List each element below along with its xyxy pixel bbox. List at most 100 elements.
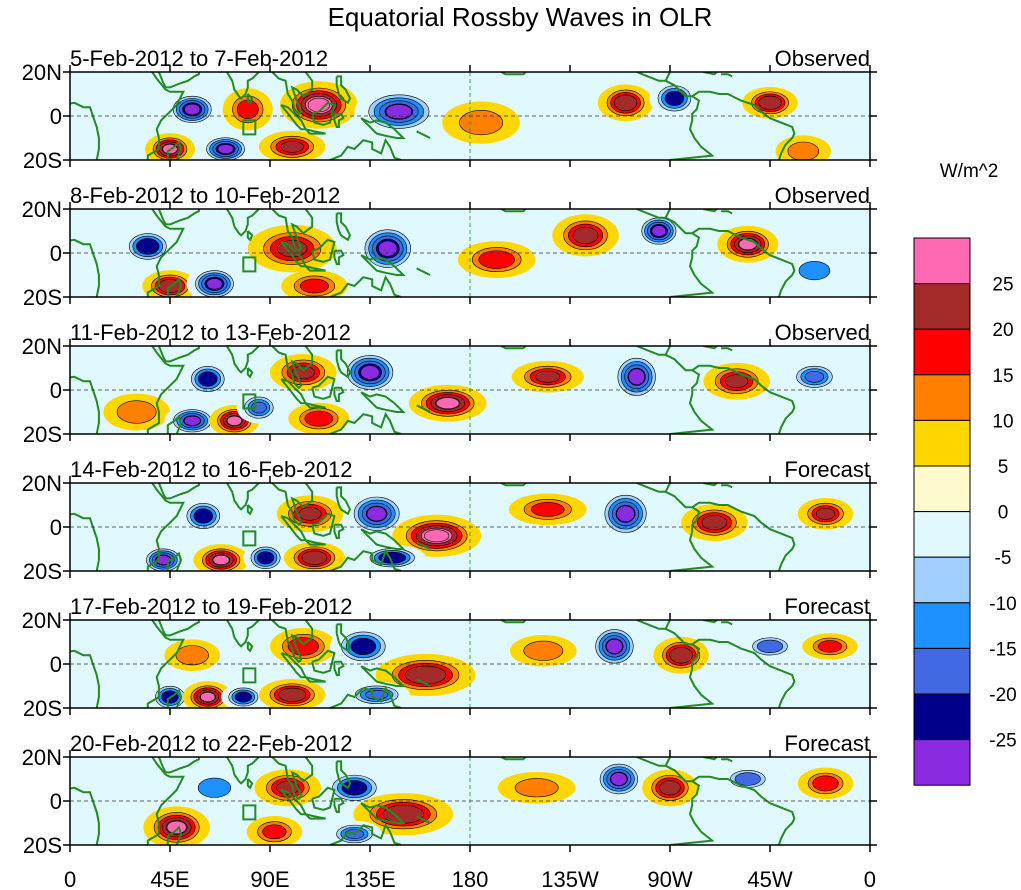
coastline: [246, 93, 254, 105]
colorbar-box: [913, 237, 971, 285]
olr-anomaly-11: [742, 86, 798, 119]
y-tick-label: 20N: [22, 608, 62, 633]
coastline: [500, 620, 527, 624]
coastline: [218, 72, 260, 100]
colorbar: W/m^2 25 20 15 10 5 0 -5 -10 -15 -20 -25: [913, 161, 1017, 786]
coastline: [271, 72, 314, 116]
olr-anomaly-11: [720, 765, 776, 793]
coastline: [669, 780, 715, 845]
colorbar-box: [913, 602, 971, 649]
coastline: [304, 813, 326, 820]
coastline: [246, 230, 254, 242]
olr-anomaly-12: [797, 767, 854, 800]
contour-level: [184, 103, 201, 116]
panel-6: 20N 0 20S 20-Feb-2012 to 22-Feb-2012 Forecas…: [22, 731, 877, 858]
coastline: [271, 620, 314, 664]
coastline: [146, 72, 185, 160]
contour-level: [301, 550, 328, 565]
coastline: [304, 402, 326, 409]
coastline: [333, 660, 345, 676]
coastline: [669, 369, 715, 434]
coastline: [721, 621, 733, 626]
colorbar-box: [913, 693, 971, 741]
x-tick-label: 135E: [344, 867, 395, 890]
coastline: [304, 128, 326, 135]
y-tick-label: 0: [50, 652, 62, 677]
contour-level: [804, 370, 825, 383]
contour-level: [725, 374, 749, 388]
coastline: [166, 825, 183, 845]
y-tick-label: 20S: [23, 559, 62, 584]
contour-level: [606, 638, 623, 654]
coastline: [500, 483, 527, 487]
contour-level: [360, 365, 380, 380]
contour-level: [734, 772, 761, 786]
olr-anomaly-11: [595, 487, 657, 541]
region-box: [242, 667, 257, 684]
coastline: [335, 349, 352, 379]
olr-anomaly-13: [786, 360, 843, 393]
coastline: [664, 209, 671, 219]
olr-anomaly-8: [552, 214, 619, 257]
olr-anomaly-7: [283, 541, 345, 571]
contour-level: [298, 507, 322, 521]
contour-level: [350, 637, 377, 655]
coastline: [271, 757, 314, 801]
olr-anomaly-1: [119, 227, 176, 265]
coastline: [304, 539, 326, 546]
region-box: [242, 119, 257, 136]
y-tick-label: 0: [50, 104, 62, 129]
contour-level: [572, 226, 599, 244]
contour-level: [535, 370, 561, 383]
olr-anomaly-1: [164, 639, 221, 672]
coastline: [166, 140, 183, 160]
contour-level: [116, 400, 157, 424]
panel-period: 5-Feb-2012 to 7-Feb-2012: [70, 46, 328, 71]
contour-level: [758, 95, 782, 110]
y-tick-label: 20S: [23, 422, 62, 447]
coastline: [157, 209, 200, 226]
colorbar-box: [913, 374, 971, 421]
panel-period: 14-Feb-2012 to 16-Feb-2012: [70, 457, 353, 482]
olr-anomaly-6: [330, 625, 397, 668]
coastline: [311, 786, 336, 811]
coastline: [636, 757, 796, 845]
contour-level: [166, 820, 187, 835]
panel-period: 17-Feb-2012 to 19-Feb-2012: [70, 594, 353, 619]
contour-level: [628, 368, 646, 386]
x-tick-label: 0: [864, 867, 876, 890]
panel-status: Observed: [775, 46, 870, 71]
x-tick-label: 45W: [747, 867, 792, 890]
contour-level: [366, 506, 387, 522]
coastline: [636, 346, 796, 434]
olr-anomaly-7: [457, 241, 536, 279]
coastline: [335, 760, 352, 790]
coastline: [636, 483, 796, 571]
panel-2: 20N 0 20S 8-Feb-2012 to 10-Feb-2012 Observed: [22, 183, 877, 310]
olr-anomaly-12: [653, 636, 709, 674]
olr-anomaly-7: [354, 87, 444, 136]
olr-anomaly-7: [336, 348, 404, 397]
coastline: [360, 528, 406, 550]
coastline: [218, 346, 260, 374]
olr-anomaly-3: [186, 265, 243, 297]
coastline: [416, 678, 431, 687]
contour-level: [256, 551, 275, 565]
coastline: [333, 797, 345, 813]
coastline: [70, 649, 100, 708]
contour-level: [226, 415, 242, 426]
coastline: [218, 757, 260, 785]
coastline: [664, 72, 671, 82]
contour-level: [613, 94, 638, 111]
coastline: [146, 620, 185, 708]
coastline: [70, 375, 100, 434]
colorbar-label: 15: [992, 366, 1013, 387]
x-tick-label: 90W: [647, 867, 692, 890]
colorbar-label: -20: [989, 685, 1016, 706]
olr-anomaly-6: [258, 130, 326, 160]
coastline: [321, 548, 402, 571]
panels-group: 20N 0 20S 5-Feb-2012 to 7-Feb-2012 Observed 2…: [22, 46, 877, 858]
olr-anomaly-10: [509, 634, 577, 667]
olr-anomaly-6: [353, 793, 454, 836]
olr-anomaly-12: [703, 362, 771, 400]
